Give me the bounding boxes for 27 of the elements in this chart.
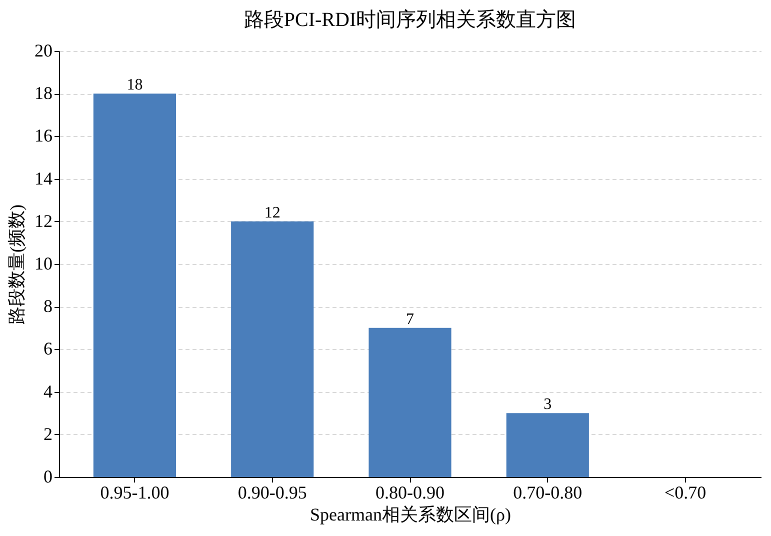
- y-tick-label: 6: [44, 338, 52, 359]
- chart-title: 路段PCI-RDI时间序列相关系数直方图: [244, 8, 576, 31]
- x-tick-label: 0.70-0.80: [513, 482, 582, 502]
- x-tick-label: 0.95-1.00: [100, 482, 170, 502]
- y-tick-label: 4: [44, 381, 52, 402]
- data-label: 12: [264, 204, 280, 222]
- bar: [506, 413, 589, 477]
- y-tick-label: 8: [44, 296, 52, 316]
- bar: [93, 94, 176, 477]
- data-label: 18: [126, 76, 143, 94]
- y-tick-label: 2: [44, 424, 52, 444]
- bar: [231, 221, 314, 477]
- data-label: 3: [544, 396, 552, 414]
- y-tick-label: 18: [34, 83, 52, 104]
- y-tick-label: 0: [44, 466, 52, 486]
- y-axis-title: 路段数量(频数): [6, 204, 26, 324]
- y-tick-label: 20: [34, 40, 52, 60]
- x-tick-label: <0.70: [664, 482, 706, 502]
- x-tick-label: 0.90-0.95: [238, 482, 307, 502]
- x-tick-label: 0.80-0.90: [376, 482, 444, 502]
- data-label: 7: [406, 310, 414, 328]
- y-tick-label: 12: [34, 210, 52, 231]
- y-tick-label: 14: [34, 168, 52, 188]
- y-tick-label: 10: [34, 254, 52, 274]
- x-axis-title: Spearman相关系数区间(ρ): [310, 504, 511, 524]
- y-tick-label: 16: [34, 126, 52, 146]
- bar: [368, 328, 452, 477]
